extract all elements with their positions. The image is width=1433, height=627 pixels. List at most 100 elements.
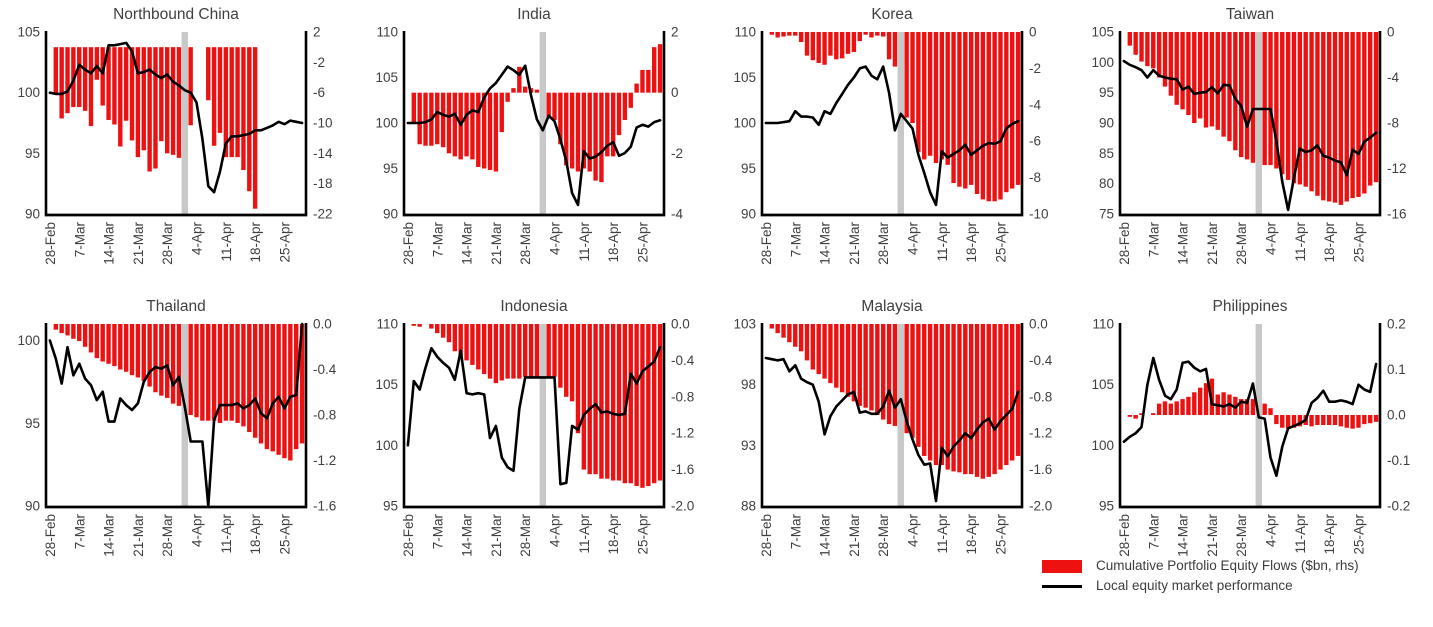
flow-bar [476, 92, 481, 167]
flow-bar [652, 47, 657, 93]
flow-bar [1145, 32, 1150, 67]
flow-bar [435, 92, 440, 145]
flow-bar [793, 32, 798, 36]
right-axis-tick-label: -1.6 [1029, 462, 1052, 477]
flow-bar [916, 32, 921, 153]
flow-bar [927, 32, 933, 156]
flow-bar [1326, 32, 1332, 202]
right-axis-tick-label: -0.4 [1029, 353, 1053, 368]
x-axis-tick-label: 18-Apr [1322, 222, 1337, 263]
flow-bar [1215, 32, 1220, 130]
left-axis-tick-label: 100 [733, 116, 756, 131]
flow-bar [986, 32, 991, 202]
flow-bar [252, 324, 258, 438]
flow-bar [223, 324, 229, 421]
flow-bar [206, 324, 211, 421]
flow-bar [264, 324, 270, 450]
flow-bar [886, 324, 892, 425]
flow-bar [1262, 32, 1267, 166]
flow-bar [916, 324, 921, 447]
flow-bar [910, 324, 915, 438]
flow-bar [810, 32, 816, 61]
left-axis-tick-label: 100 [17, 333, 40, 348]
flow-bar [992, 324, 997, 475]
x-axis-tick-label: 21-Mar [1205, 514, 1220, 557]
flow-bar [922, 32, 927, 160]
flow-bar [1239, 32, 1244, 158]
flow-bar [869, 324, 874, 411]
performance-line-swatch [1042, 584, 1082, 588]
flow-bar [974, 32, 980, 194]
x-axis-tick-label: 11-Apr [935, 222, 950, 262]
x-axis-tick-label: 4-Apr [1264, 513, 1279, 547]
chart-cell-philippines: Philippines 110 105 100 95 0.2 0.1 0.0 -0.1 -0.2 2… [1074, 292, 1432, 584]
flow-bar [65, 324, 70, 336]
flow-bar [1244, 32, 1250, 160]
flow-bar [581, 324, 587, 470]
x-axis-tick-label: 14-Mar [460, 222, 475, 265]
flows-label: Cumulative Portfolio Equity Flows ($bn, … [1096, 558, 1359, 573]
flow-bar [188, 324, 193, 415]
flow-bar [505, 324, 510, 379]
flow-bar [505, 92, 510, 102]
flow-bar [822, 32, 827, 65]
flow-bar [1139, 413, 1144, 415]
flow-bar [1280, 415, 1285, 428]
flow-bar [440, 92, 446, 148]
x-axis-tick-label: 21-Mar [489, 222, 504, 265]
chart-philippines: Philippines 110 105 100 95 0.2 0.1 0.0 -0.1 -0.2 2… [1091, 298, 1410, 557]
flow-bar [217, 47, 223, 133]
flow-bar [1010, 324, 1015, 461]
right-axis-tick-label: -1.6 [671, 462, 694, 477]
performance-label: Local equity market performance [1096, 578, 1293, 593]
x-axis-tick-label: 21-Mar [131, 222, 146, 265]
x-axis-tick-label: 18-Apr [1322, 514, 1337, 555]
flow-bar [1280, 32, 1285, 175]
x-axis-tick-label: 21-Mar [847, 514, 862, 557]
left-axis-tick-label: 105 [17, 25, 40, 40]
flow-bar [258, 324, 264, 444]
performance-line [48, 322, 304, 508]
left-axis-tick-label: 90 [25, 499, 40, 514]
flow-bar [1321, 415, 1326, 426]
flow-bar [892, 32, 898, 67]
flow-bar [1239, 399, 1244, 415]
right-axis-tick-label: 0 [1029, 25, 1037, 40]
x-axis-tick-label: 11-Apr [219, 514, 234, 554]
x-axis-tick-label: 7-Mar [72, 222, 87, 258]
flow-bar [141, 324, 146, 381]
flow-bar [1373, 32, 1379, 183]
right-axis-tick-label: -8 [1029, 170, 1041, 185]
right-axis-tick-label: 0.0 [1387, 408, 1406, 423]
flow-bar [229, 324, 234, 421]
flow-bar [1180, 32, 1185, 110]
x-axis-tick-label: 28-Feb [759, 222, 774, 265]
flow-bar [816, 324, 821, 375]
flow-bar [575, 92, 581, 172]
x-axis-tick-label: 25-Apr [635, 514, 650, 555]
flow-bar [65, 47, 70, 114]
flow-bar [605, 324, 610, 479]
x-axis-tick-label: 28-Mar [876, 222, 891, 265]
chart-taiwan: Taiwan 105 100 95 90 85 80 75 0 -4 -8 -12 -16 28-Feb 7… [1091, 6, 1406, 265]
flow-bar [511, 88, 516, 93]
x-axis-tick-label: 7-Mar [72, 514, 87, 550]
x-axis-tick-label: 21-Mar [847, 222, 862, 265]
performance-line [764, 356, 1020, 503]
chart-cell-malaysia: Malaysia 103 98 93 88 0.0 -0.4 -0.8 -1.2 -1.6 -2.0… [716, 292, 1074, 584]
flow-bar [176, 47, 182, 158]
flow-bar [470, 324, 475, 365]
flow-bar [165, 324, 170, 398]
flow-bar [88, 47, 94, 127]
flow-bar [1186, 396, 1191, 415]
left-axis-tick-label: 110 [734, 25, 756, 40]
flow-bar [992, 32, 997, 202]
chart-title: Malaysia [861, 298, 923, 315]
flow-bar [1133, 32, 1138, 55]
flow-bar [223, 47, 229, 158]
x-axis-tick-label: 4-Apr [906, 513, 921, 547]
flow-bar [170, 324, 176, 404]
flow-bar [828, 32, 833, 56]
flow-bar [1127, 415, 1132, 417]
flow-bar [458, 324, 463, 356]
